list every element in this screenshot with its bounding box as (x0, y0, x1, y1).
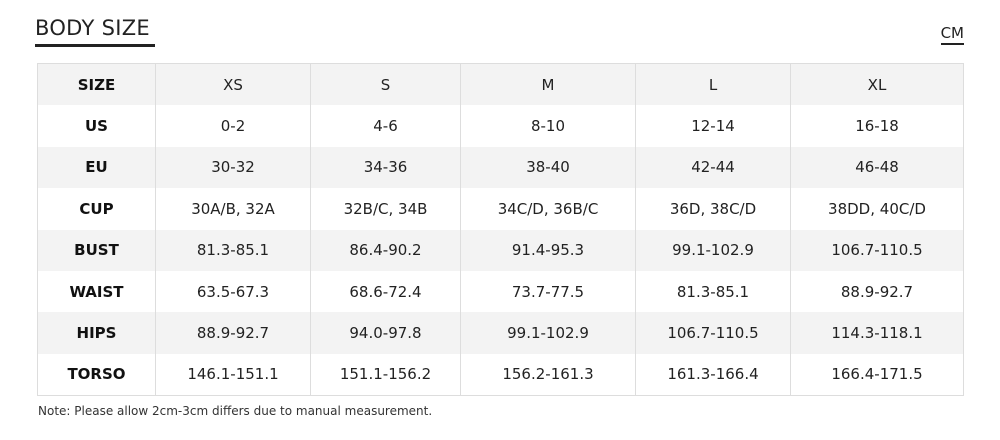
table-cell: 146.1-151.1 (155, 353, 311, 396)
row-label: BUST (37, 229, 156, 271)
row-label: WAIST (37, 270, 156, 313)
table-cell: 4-6 (310, 105, 461, 147)
table-cell: 94.0-97.8 (310, 312, 461, 354)
table-cell: 99.1-102.9 (460, 312, 636, 354)
unit-toggle[interactable]: CM (940, 24, 964, 45)
table-row: SIZE XS S M L XL (37, 63, 964, 106)
table-cell: 151.1-156.2 (310, 353, 461, 396)
table-row: EU 30-32 34-36 38-40 42-44 46-48 (37, 146, 964, 189)
table-cell: 16-18 (790, 105, 964, 147)
column-header: XL (790, 63, 964, 106)
row-label: HIPS (37, 312, 156, 354)
table-cell: 86.4-90.2 (310, 229, 461, 271)
table-cell: 81.3-85.1 (155, 229, 311, 271)
row-label: CUP (37, 188, 156, 230)
table-cell: 42-44 (635, 146, 791, 189)
row-label: SIZE (37, 63, 156, 106)
table-cell: 63.5-67.3 (155, 270, 311, 313)
table-cell: 8-10 (460, 105, 636, 147)
table-cell: 46-48 (790, 146, 964, 189)
table-cell: 81.3-85.1 (635, 270, 791, 313)
table-cell: 73.7-77.5 (460, 270, 636, 313)
table-cell: 114.3-118.1 (790, 312, 964, 354)
row-label: EU (37, 146, 156, 189)
table-cell: 166.4-171.5 (790, 353, 964, 396)
table-cell: 0-2 (155, 105, 311, 147)
table-row: CUP 30A/B, 32A 32B/C, 34B 34C/D, 36B/C 36D, … (37, 188, 964, 230)
row-label: TORSO (37, 353, 156, 396)
table-row: HIPS 88.9-92.7 94.0-97.8 99.1-102.9 106.7-11… (37, 312, 964, 354)
note: Note: Please allow 2cm-3cm differs due t… (38, 404, 433, 418)
table-row: US 0-2 4-6 8-10 12-14 16-18 (37, 105, 964, 147)
table-cell: 34C/D, 36B/C (460, 188, 636, 230)
table-cell: 156.2-161.3 (460, 353, 636, 396)
table-cell: 36D, 38C/D (635, 188, 791, 230)
row-label: US (37, 105, 156, 147)
table-row: BUST 81.3-85.1 86.4-90.2 91.4-95.3 99.1-102.… (37, 229, 964, 271)
table-cell: 68.6-72.4 (310, 270, 461, 313)
column-header: S (310, 63, 461, 106)
table-cell: 38-40 (460, 146, 636, 189)
table-cell: 161.3-166.4 (635, 353, 791, 396)
table-cell: 106.7-110.5 (635, 312, 791, 354)
table-cell: 32B/C, 34B (310, 188, 461, 230)
table-cell: 30A/B, 32A (155, 188, 311, 230)
table-cell: 88.9-92.7 (155, 312, 311, 354)
table-cell: 88.9-92.7 (790, 270, 964, 313)
table-cell: 91.4-95.3 (460, 229, 636, 271)
table-cell: 12-14 (635, 105, 791, 147)
title: BODY SIZE (35, 16, 155, 47)
table-cell: 34-36 (310, 146, 461, 189)
table-cell: 99.1-102.9 (635, 229, 791, 271)
table-row: TORSO 146.1-151.1 151.1-156.2 156.2-161.3 16… (37, 353, 964, 396)
size-table: SIZE XS S M L XL US 0-2 4-6 8-10 12-14 16-18 EU 30-32… (37, 63, 964, 397)
table-cell: 30-32 (155, 146, 311, 189)
column-header: M (460, 63, 636, 106)
table-cell: 38DD, 40C/D (790, 188, 964, 230)
column-header: XS (155, 63, 311, 106)
column-header: L (635, 63, 791, 106)
table-cell: 106.7-110.5 (790, 229, 964, 271)
table-row: WAIST 63.5-67.3 68.6-72.4 73.7-77.5 81.3-85.… (37, 270, 964, 313)
